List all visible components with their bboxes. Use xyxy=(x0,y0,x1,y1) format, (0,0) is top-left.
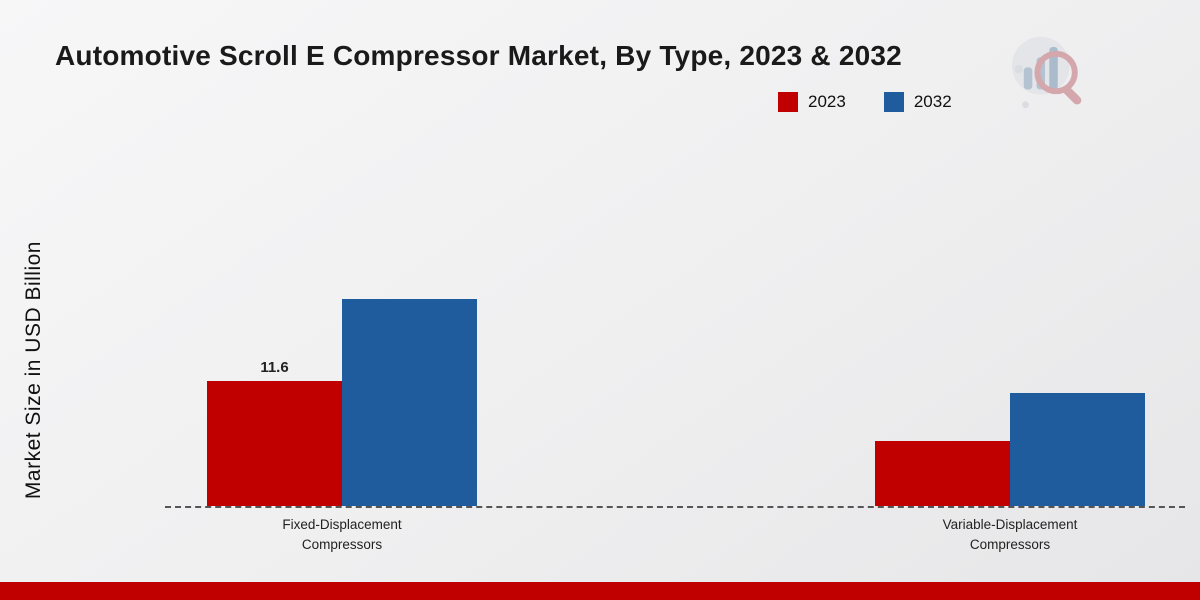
bar-value-label: 11.6 xyxy=(260,359,289,377)
bar-2032-fixed xyxy=(342,299,477,506)
footer-band xyxy=(0,582,1200,600)
category-label-variable: Variable-Displacement Compressors xyxy=(942,517,1078,553)
x-axis-line xyxy=(165,506,1185,508)
bar-2023-variable xyxy=(875,441,1010,506)
bar-2023-fixed xyxy=(207,381,342,506)
bar-chart-magnifier-logo xyxy=(1011,36,1082,109)
legend-swatch-2032 xyxy=(883,92,904,112)
bar-group-variable xyxy=(875,226,1145,506)
legend-swatch-2023 xyxy=(778,92,798,112)
y-axis-label: Market Size in USD Billion xyxy=(22,240,45,500)
chart-title: Automotive Scroll E Compressor Market, B… xyxy=(55,40,902,71)
legend-item-2032: 2032 xyxy=(883,92,952,112)
legend-label-2032: 2032 xyxy=(913,92,952,111)
plot-area: 11.6 xyxy=(165,226,1185,506)
legend: 2023 2032 xyxy=(778,92,952,112)
category-label-fixed: Fixed-Displacement Compressors xyxy=(282,517,402,553)
bar-group-fixed xyxy=(207,226,477,506)
legend-label-2023: 2023 xyxy=(808,92,846,111)
bar-2032-variable xyxy=(1010,392,1145,506)
legend-item-2023: 2023 xyxy=(778,92,846,112)
